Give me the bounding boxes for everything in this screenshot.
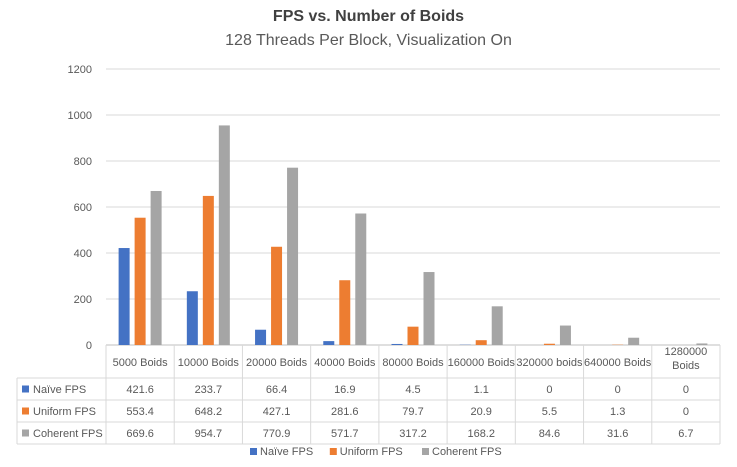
table-cell-value: 427.1 [263,406,291,418]
table-legend-key [22,429,29,437]
table-cell-value: 669.6 [126,428,154,440]
bar-coherent-fps [218,125,230,345]
bar-na-ve-fps [391,343,403,345]
y-tick-label: 800 [74,156,92,168]
x-category-label: 10000 Boids [178,357,240,369]
table-cell-value: 6.7 [678,428,693,440]
bar-uniform-fps [134,217,146,345]
x-category-label: 5000 Boids [113,357,169,369]
y-tick-label: 200 [74,294,92,306]
bar-uniform-fps [339,280,351,345]
table-cell-value: 233.7 [195,384,223,396]
legend-swatch [329,448,337,455]
chart-subtitle: 128 Threads Per Block, Visualization On [225,32,512,49]
bar-uniform-fps [475,340,487,345]
bar-na-ve-fps [255,329,267,345]
bar-na-ve-fps [118,248,130,345]
table-series-name: Naïve FPS [33,384,86,396]
legend-label: Coherent FPS [432,446,502,458]
bar-na-ve-fps [186,291,198,345]
table-cell-value: 5.5 [542,406,557,418]
bar-coherent-fps [423,272,435,345]
table-cell-value: 1.3 [610,406,625,418]
table-cell-value: 317.2 [399,428,427,440]
bar-uniform-fps [202,195,214,345]
table-cell-value: 66.4 [266,384,287,396]
table-cell-value: 0 [683,384,689,396]
bar-uniform-fps [407,326,419,345]
legend-swatch [422,448,429,455]
table-cell-value: 770.9 [263,428,291,440]
table-cell-value: 84.6 [539,428,560,440]
bar-coherent-fps [628,337,640,345]
table-cell-value: 20.9 [471,406,492,418]
legend-swatch [250,448,257,455]
table-cell-value: 553.4 [126,406,154,418]
bar-coherent-fps [355,213,367,345]
bar-na-ve-fps [323,341,335,345]
table-legend-key [22,407,29,415]
bar-coherent-fps [559,325,571,345]
bar-coherent-fps [150,190,162,345]
table-series-name: Coherent FPS [33,428,103,440]
table-cell-value: 0 [546,384,552,396]
y-tick-label: 600 [74,202,92,214]
table-cell-value: 16.9 [334,384,355,396]
table-cell-value: 0 [615,384,621,396]
x-category-label: 320000 boids [516,357,583,369]
bar-coherent-fps [696,343,708,345]
table-cell-value: 168.2 [467,428,495,440]
table-cell-value: 571.7 [331,428,359,440]
table-cell-value: 79.7 [402,406,423,418]
chart-title: FPS vs. Number of Boids [272,8,465,25]
legend-label: Naïve FPS [260,446,313,458]
table-cell-value: 421.6 [126,384,154,396]
table-cell-value: 1.1 [474,384,489,396]
table-cell-value: 954.7 [195,428,223,440]
bar-coherent-fps [287,167,299,345]
legend-label: Uniform FPS [340,446,403,458]
x-category-label: 40000 Boids [314,357,376,369]
bar-uniform-fps [543,343,555,345]
table-cell-value: 0 [683,406,689,418]
x-category-label: 1280000 [664,346,707,358]
table-cell-value: 648.2 [195,406,223,418]
x-category-label: 80000 Boids [382,357,444,369]
y-tick-label: 400 [74,248,92,260]
bar-uniform-fps [271,246,283,345]
table-cell-value: 281.6 [331,406,359,418]
bar-coherent-fps [491,306,503,345]
x-category-label-line2: Boids [672,360,700,372]
x-category-label: 640000 Boids [584,357,652,369]
x-category-label: 20000 Boids [246,357,308,369]
table-series-name: Uniform FPS [33,406,96,418]
table-cell-value: 31.6 [607,428,628,440]
y-tick-label: 0 [86,340,92,352]
x-category-label: 160000 Boids [448,357,516,369]
table-legend-key [22,385,29,393]
table-cell-value: 4.5 [405,384,420,396]
y-tick-label: 1000 [68,110,92,122]
y-tick-label: 1200 [68,64,92,76]
